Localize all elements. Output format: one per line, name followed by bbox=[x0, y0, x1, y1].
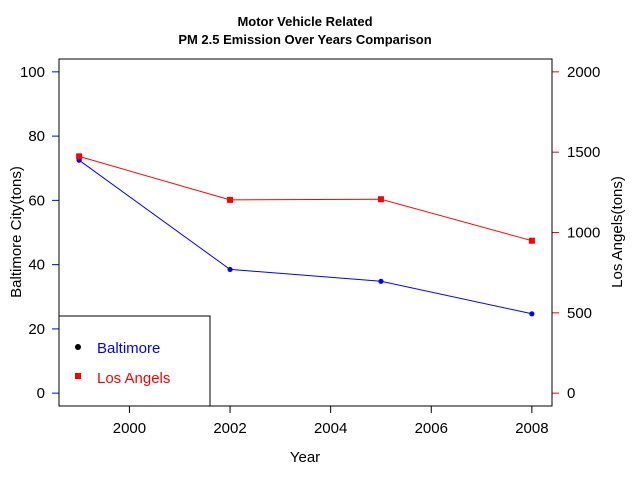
series-line-los-angels bbox=[78, 155, 533, 242]
right-tick-label: 0 bbox=[567, 385, 575, 402]
left-tick-label: 20 bbox=[28, 321, 45, 338]
left-tick-label: 0 bbox=[37, 385, 45, 402]
data-point-baltimore bbox=[378, 278, 384, 284]
data-point-los-angels bbox=[377, 196, 384, 203]
right-tick-label: 1500 bbox=[567, 144, 600, 161]
legend-marker-baltimore bbox=[75, 344, 81, 350]
plot-frame bbox=[58, 58, 553, 407]
data-point-los-angels bbox=[528, 237, 535, 244]
left-tick-label: 60 bbox=[28, 192, 45, 209]
x-tick-label: 2002 bbox=[213, 420, 246, 437]
data-point-baltimore bbox=[227, 266, 233, 273]
legend-marker-los-angels bbox=[75, 373, 81, 379]
left-y-axis: 0 20 40 60 80 100 bbox=[20, 64, 60, 402]
legend-label-los-angels: Los Angels bbox=[97, 370, 170, 387]
data-point-los-angels bbox=[227, 196, 234, 203]
left-y-axis-label: Baltimore City(tons) bbox=[8, 166, 25, 298]
right-tick-label: 1000 bbox=[567, 225, 600, 242]
right-y-axis-label: Los Angels(tons) bbox=[609, 176, 626, 288]
right-y-axis: 0 500 1000 1500 2000 bbox=[551, 64, 600, 402]
x-axis-label: Year bbox=[290, 449, 320, 466]
right-tick-label: 500 bbox=[567, 305, 592, 322]
series-line-baltimore bbox=[78, 159, 533, 315]
x-tick-label: 2000 bbox=[113, 420, 146, 437]
x-axis: 2000 2002 2004 2006 2008 bbox=[113, 405, 549, 437]
chart-subtitle: PM 2.5 Emission Over Years Comparison bbox=[178, 32, 431, 47]
x-tick-label: 2006 bbox=[415, 420, 448, 437]
legend-box bbox=[58, 315, 211, 407]
x-tick-label: 2004 bbox=[314, 420, 347, 437]
data-point-baltimore bbox=[529, 311, 535, 317]
legend: Baltimore Los Angels bbox=[58, 315, 211, 407]
right-tick-label: 2000 bbox=[567, 64, 600, 81]
left-tick-label: 80 bbox=[28, 128, 45, 145]
legend-label-baltimore: Baltimore bbox=[97, 340, 160, 357]
left-tick-label: 40 bbox=[28, 257, 45, 274]
chart-title: Motor Vehicle Related bbox=[237, 14, 372, 29]
data-point-los-angels bbox=[76, 153, 83, 160]
left-tick-label: 100 bbox=[20, 64, 45, 81]
x-tick-label: 2008 bbox=[515, 420, 548, 437]
series-layer bbox=[76, 153, 535, 317]
